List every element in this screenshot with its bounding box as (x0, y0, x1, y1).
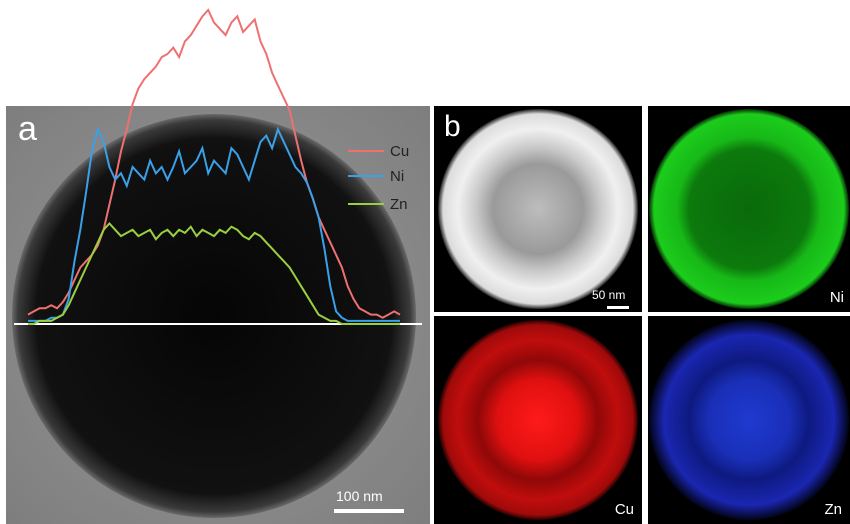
scale-bar-a (334, 509, 404, 513)
eds-map-ni: Ni (648, 106, 850, 312)
nanosphere (12, 114, 416, 518)
legend-label-ni: Ni (390, 168, 404, 185)
line-profile-chart: Cu Ni Zn (14, 8, 422, 325)
map-label-zn: Zn (824, 501, 842, 518)
eds-map-zn: Zn (648, 316, 850, 524)
eds-map-cu: Cu (434, 316, 642, 524)
profile-line-zn (28, 222, 400, 325)
scale-bar-a-label: 100 nm (336, 488, 383, 504)
scale-bar-b (607, 306, 629, 309)
eds-map-haadf (434, 106, 642, 312)
legend-label-cu: Cu (390, 143, 409, 160)
profile-legend: Cu Ni Zn (348, 143, 409, 213)
panel-a-label: a (18, 110, 37, 148)
legend-label-zn: Zn (390, 196, 408, 213)
profile-line-ni (28, 126, 400, 322)
scale-bar-b-label: 50 nm (592, 288, 626, 302)
map-label-ni: Ni (829, 289, 844, 306)
map-label-cu: Cu (614, 501, 634, 518)
panel-b-label: b (444, 110, 461, 143)
